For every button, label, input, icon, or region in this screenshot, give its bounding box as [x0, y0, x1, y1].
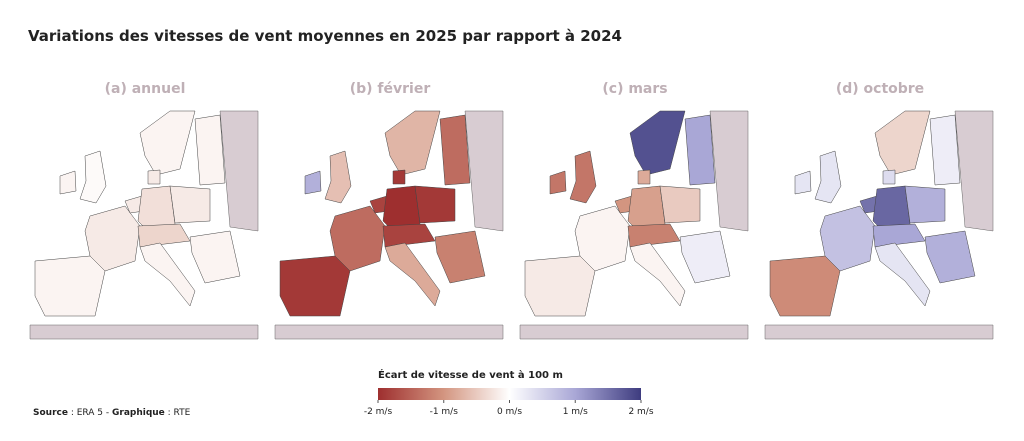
region	[524, 255, 596, 317]
region	[384, 110, 441, 176]
source: Source : ERA 5 - Graphique : RTE	[33, 408, 191, 418]
source-text: : RTE	[165, 408, 191, 418]
region	[169, 185, 211, 224]
region	[574, 205, 631, 272]
region	[872, 223, 926, 248]
region	[382, 223, 436, 248]
region	[304, 170, 322, 195]
colorbar-tick-label: 2 m/s	[628, 407, 653, 417]
region	[882, 169, 896, 185]
region	[929, 114, 961, 186]
region	[659, 185, 701, 224]
no-data-region	[274, 324, 504, 340]
no-data-region	[954, 110, 994, 232]
map	[29, 110, 259, 340]
region	[924, 230, 976, 284]
region	[59, 170, 77, 195]
no-data-region	[219, 110, 259, 232]
source-label: Graphique	[112, 408, 165, 418]
region	[569, 150, 597, 204]
region	[874, 242, 931, 307]
colorbar	[378, 388, 641, 400]
region	[434, 230, 486, 284]
region	[392, 169, 406, 185]
region	[34, 255, 106, 317]
region	[139, 242, 196, 307]
region	[629, 242, 686, 307]
map	[519, 110, 749, 340]
region	[414, 185, 456, 224]
legend-title: Écart de vitesse de vent à 100 m	[378, 368, 563, 381]
region	[679, 230, 731, 284]
panel-label: (b) février	[350, 81, 431, 97]
colorbar-tick-label: -2 m/s	[364, 407, 393, 417]
no-data-region	[29, 324, 259, 340]
region	[904, 185, 946, 224]
map	[764, 110, 994, 340]
map	[274, 110, 504, 340]
panel-label: (a) annuel	[105, 81, 186, 97]
no-data-region	[519, 324, 749, 340]
panel-label: (d) octobre	[836, 81, 924, 97]
region	[147, 169, 161, 185]
region	[324, 150, 352, 204]
colorbar-tick-label: 0 m/s	[497, 407, 522, 417]
region	[279, 255, 351, 317]
no-data-region	[709, 110, 749, 232]
region	[629, 110, 686, 176]
region	[384, 242, 441, 307]
region	[684, 114, 716, 186]
region	[627, 223, 681, 248]
region	[794, 170, 812, 195]
region	[819, 205, 876, 272]
panel-label: (c) mars	[602, 81, 667, 97]
source-label: Source	[33, 408, 68, 418]
region	[814, 150, 842, 204]
region	[189, 230, 241, 284]
source-text: : ERA 5 -	[68, 408, 112, 418]
region	[439, 114, 471, 186]
region	[329, 205, 386, 272]
region	[137, 223, 191, 248]
region	[139, 110, 196, 176]
region	[769, 255, 841, 317]
figure-title: Variations des vitesses de vent moyennes…	[28, 27, 622, 45]
region	[79, 150, 107, 204]
region	[874, 110, 931, 176]
region	[194, 114, 226, 186]
no-data-region	[764, 324, 994, 340]
region	[637, 169, 651, 185]
region	[549, 170, 567, 195]
no-data-region	[464, 110, 504, 232]
region	[84, 205, 141, 272]
colorbar-tick-label: 1 m/s	[563, 407, 588, 417]
colorbar-tick-label: -1 m/s	[430, 407, 459, 417]
